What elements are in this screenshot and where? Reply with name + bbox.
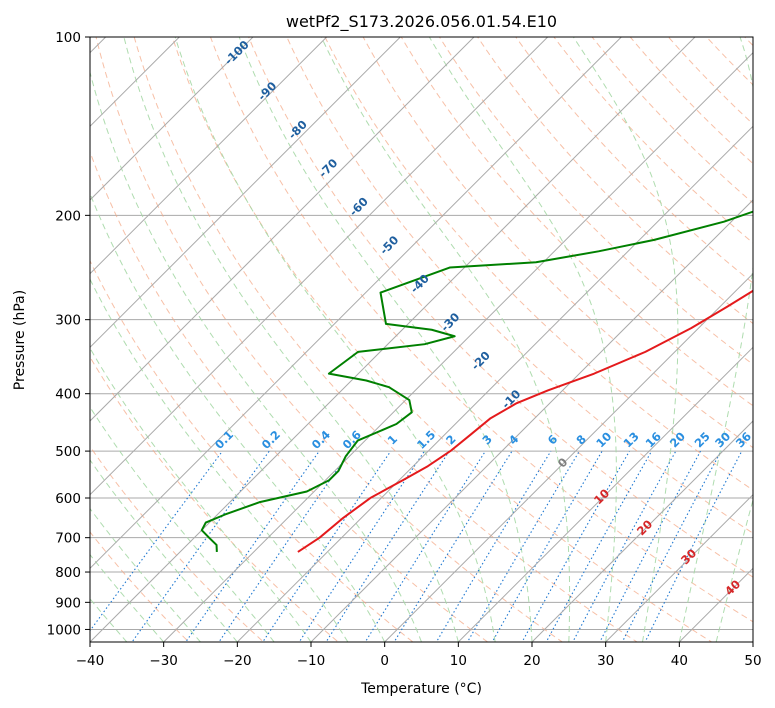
y-tick-label: 500 xyxy=(55,444,81,460)
moist-adiabat xyxy=(90,70,422,642)
moist-adiabat xyxy=(572,37,679,642)
x-tick-label: −30 xyxy=(149,653,178,669)
y-tick-label: 700 xyxy=(55,531,81,547)
y-tick-label: 100 xyxy=(55,30,81,46)
x-tick-label: 50 xyxy=(744,653,761,669)
mixing-ratio-line xyxy=(325,450,450,642)
dry-adiabat xyxy=(515,37,753,284)
x-tick-label: −20 xyxy=(223,653,252,669)
moist-adiabat xyxy=(715,498,753,642)
isotherm-line xyxy=(457,346,753,642)
moist-adiabat xyxy=(320,37,571,642)
y-axis: 100 200 300 400 500 600 700 800 900 1000 xyxy=(47,30,90,638)
mixing-ratio-line xyxy=(545,450,653,642)
isotherm-line xyxy=(90,37,475,422)
y-tick-label: 300 xyxy=(55,313,81,329)
x-axis-title: Temperature (°C) xyxy=(360,681,482,697)
x-tick-label: 20 xyxy=(523,653,540,669)
x-axis: −40 −30 −20 −10 0 10 20 30 40 50 xyxy=(76,642,762,669)
isotherm-line xyxy=(752,641,753,642)
dry-adiabat xyxy=(90,259,414,642)
mixing-ratio-line xyxy=(491,450,603,642)
y-tick-label: 400 xyxy=(55,387,81,403)
x-tick-label: −40 xyxy=(76,653,105,669)
isotherm-line xyxy=(531,420,753,642)
y-tick-label: 800 xyxy=(55,565,81,581)
x-tick-label: 10 xyxy=(450,653,467,669)
moist-adiabat xyxy=(752,640,753,642)
dewpoint-line xyxy=(200,210,753,553)
moist-adiabat xyxy=(90,553,165,642)
isotherm-line xyxy=(90,37,696,642)
mixing-ratio-line xyxy=(521,450,630,642)
skewed-isotherms xyxy=(90,37,753,642)
temperature-line xyxy=(297,289,753,553)
isotherm-line xyxy=(90,37,254,201)
plot-frame xyxy=(89,36,754,643)
isotherm-line xyxy=(384,272,753,642)
moist-adiabat xyxy=(428,37,617,642)
mixing-ratio-line xyxy=(572,450,677,642)
dry-adiabat xyxy=(95,37,564,642)
chart-title: wetPf2_S173.2026.056.01.54.E10 xyxy=(286,12,557,32)
y-axis-title: Pressure (hPa) xyxy=(12,290,28,390)
moist-adiabat xyxy=(90,278,349,642)
mixing-ratio-line xyxy=(364,450,486,642)
isotherm-line xyxy=(90,37,549,496)
x-tick-label: 40 xyxy=(671,653,688,669)
mixing-ratio-line xyxy=(466,450,580,642)
plot-background xyxy=(90,37,753,642)
isotherm-line xyxy=(163,51,753,642)
moist-adiabat xyxy=(678,37,753,642)
isotherm-line xyxy=(90,37,328,275)
x-tick-label: 0 xyxy=(380,653,389,669)
mixing-ratio-line xyxy=(435,450,552,642)
y-tick-label: 200 xyxy=(55,208,81,224)
isotherm-line xyxy=(236,125,753,642)
isotherm-line xyxy=(310,199,753,642)
moist-adiabat xyxy=(174,37,496,642)
mixing-ratio-line xyxy=(298,450,425,642)
dry-adiabat xyxy=(133,37,638,642)
mixing-ratio-line xyxy=(90,450,223,632)
dry-adiabats xyxy=(90,10,775,654)
mixing-ratio-line xyxy=(599,450,702,642)
mixing-ratio-line xyxy=(131,450,270,642)
mixing-ratio-line xyxy=(393,450,513,642)
moist-adiabats xyxy=(90,37,753,642)
dry-adiabat xyxy=(90,445,265,642)
moist-adiabat xyxy=(90,459,238,642)
moist-adiabat xyxy=(123,37,459,642)
isotherm-line xyxy=(605,493,753,642)
moist-adiabat xyxy=(90,192,386,642)
dry-adiabat xyxy=(248,37,753,578)
y-tick-label: 1000 xyxy=(47,622,81,638)
isotherm-line xyxy=(90,37,401,349)
dry-adiabat xyxy=(90,150,489,642)
dry-adiabat xyxy=(171,37,713,642)
y-tick-label: 900 xyxy=(55,595,81,611)
moist-adiabat xyxy=(90,598,128,642)
mixing-ratio-line xyxy=(262,450,392,642)
x-tick-label: −10 xyxy=(297,653,326,669)
isotherm-line xyxy=(90,37,622,570)
dry-adiabat xyxy=(756,10,775,654)
mixing-ratio-lines xyxy=(90,450,743,642)
moist-adiabat xyxy=(90,406,275,642)
dry-adiabat xyxy=(324,37,753,491)
dry-adiabat xyxy=(90,531,190,642)
moist-adiabat xyxy=(238,37,533,642)
moist-adiabat xyxy=(90,507,201,642)
dry-adiabat xyxy=(90,356,339,642)
dry-adiabat xyxy=(209,37,753,623)
mixing-ratio-line xyxy=(218,450,351,642)
mixing-ratio-label: 36 xyxy=(733,429,754,450)
profile-series xyxy=(200,210,753,553)
dry-adiabat xyxy=(362,37,753,449)
x-tick-label: 30 xyxy=(597,653,614,669)
y-tick-label: 600 xyxy=(55,491,81,507)
